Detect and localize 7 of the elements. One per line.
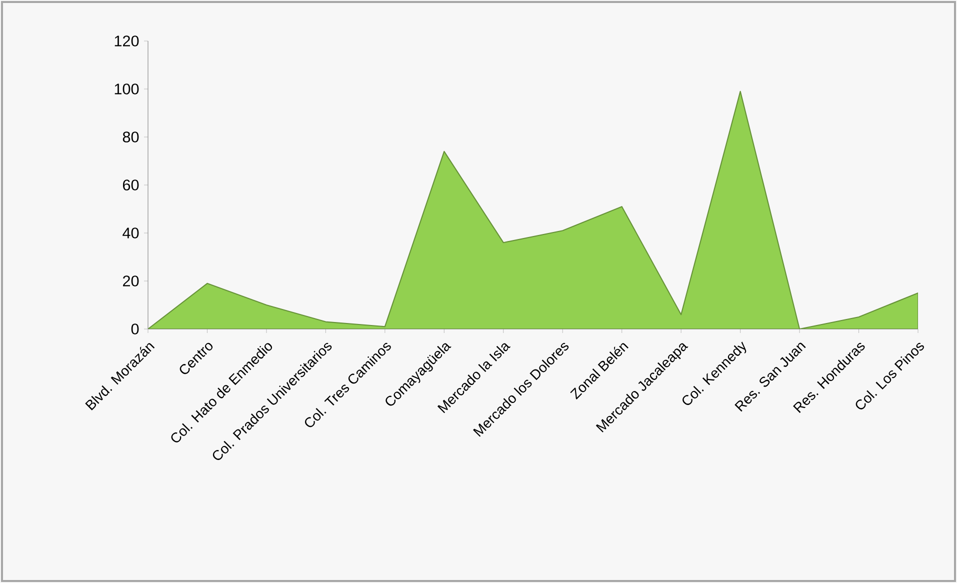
y-tick-label: 40 xyxy=(122,228,139,238)
y-tick-label: 60 xyxy=(123,180,139,190)
y-tick-label: 100 xyxy=(114,84,139,94)
y-tick-label: 20 xyxy=(123,276,139,286)
y-tick-label: 0 xyxy=(131,324,139,334)
y-tick-label: 120 xyxy=(114,36,139,46)
y-tick-label: 80 xyxy=(122,132,139,142)
